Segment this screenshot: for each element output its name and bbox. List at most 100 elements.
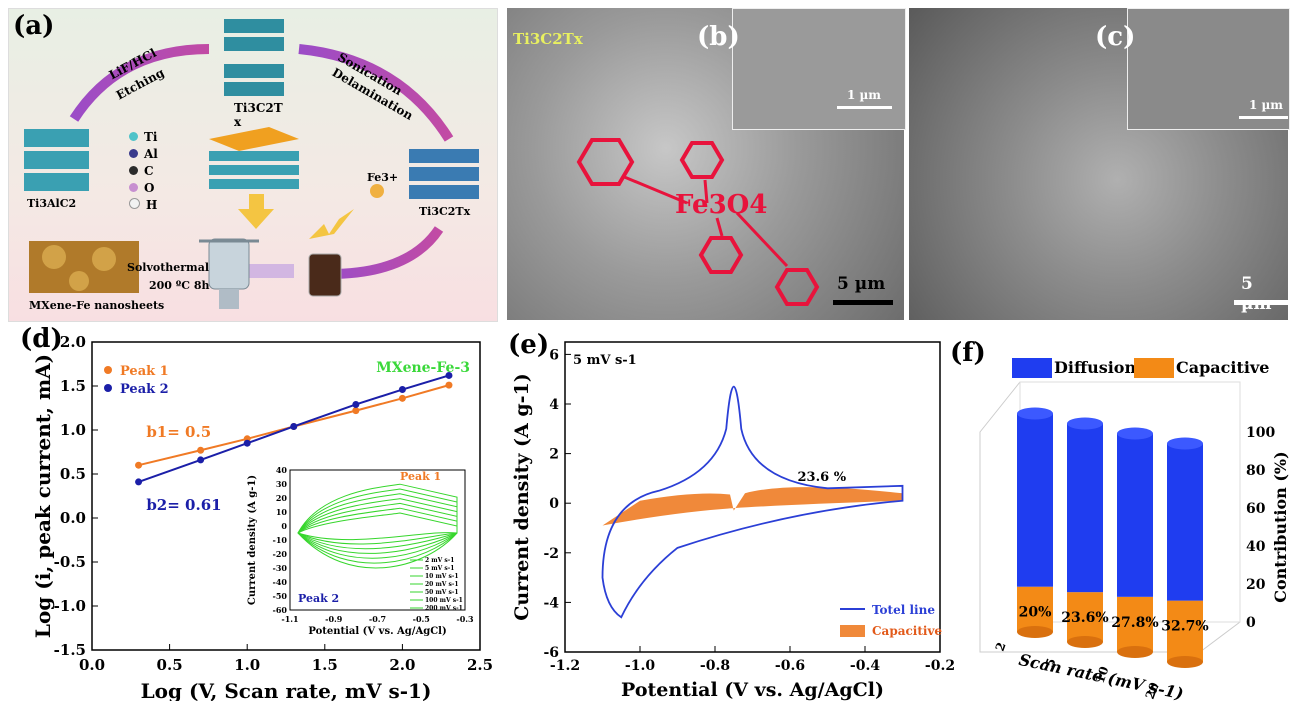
y-tick-label: 0	[1246, 615, 1256, 631]
data-point	[445, 381, 453, 389]
data-point	[197, 456, 205, 464]
inset-y-tick-label: 20	[276, 493, 288, 503]
bar-diffusion	[1067, 423, 1103, 593]
fit-label: b2= 0.61	[146, 496, 221, 514]
fe-label: Fe3+	[367, 171, 399, 184]
ti3c2tx-top-structure	[224, 19, 284, 96]
x-tick-label: 2.5	[467, 656, 493, 674]
autoclave-icon	[199, 238, 259, 309]
panel-b-inset	[732, 8, 906, 130]
bar-base	[1167, 656, 1203, 668]
solvothermal-label: Solvothermal	[127, 261, 210, 274]
ti3c2tx-right-label: Ti3C2Tx	[419, 205, 471, 218]
data-point	[398, 394, 406, 402]
beaker-icon	[308, 253, 342, 297]
bar-base	[1017, 626, 1053, 638]
capacitive-percent: 23.6 %	[798, 470, 847, 485]
inset-x-tick-label: -0.3	[456, 614, 474, 624]
temperature-label: 200 ºC 8h	[149, 279, 210, 292]
y-tick-label: 2	[549, 447, 559, 463]
y-tick-label: 6	[549, 347, 559, 363]
legend-capacitive-swatch	[840, 625, 865, 637]
legend-total-label: Totel line	[872, 603, 935, 617]
bar-label: 32.7%	[1161, 619, 1208, 635]
inset-legend-label: 2 mV s-1	[425, 557, 454, 564]
y-tick-label: 80	[1246, 463, 1266, 479]
scale-label: 5 µm	[837, 274, 886, 294]
x-tick-label: -0.4	[850, 658, 880, 674]
ti3c2tx-right-structure	[409, 149, 479, 199]
inset-scale-label: 1 µm	[847, 88, 882, 102]
annotation: 5 mV s-1	[573, 353, 637, 368]
fe-ion	[370, 184, 384, 198]
product-label: MXene-Fe nanosheets	[29, 299, 165, 312]
inset-x-tick-label: -1.1	[281, 614, 298, 624]
y-tick-label: 0	[549, 496, 559, 512]
total-cv-curve	[601, 386, 904, 619]
x-axis-label: Scan rate (mV s-1)	[1017, 650, 1185, 701]
inset-x-label: Potential (V vs. Ag/AgCl)	[308, 626, 446, 637]
inset-x-tick-label: -0.9	[325, 614, 343, 624]
x-tick-label: -1.2	[550, 658, 580, 674]
legend-capacitive-label: Capacitive	[872, 624, 942, 638]
legend-c: C	[129, 163, 158, 180]
inset-y-tick-label: 10	[276, 507, 288, 517]
bar-label: 20%	[1019, 605, 1052, 621]
x-tick-label: 1.5	[312, 656, 338, 674]
x-tick-label: -0.8	[700, 658, 730, 674]
ti3c2tx-tag: Ti3C2Tx	[513, 30, 583, 48]
x-tick-label: 2.0	[389, 656, 415, 674]
inset-legend-label: 10 mV s-1	[425, 573, 459, 580]
bar-capacitive	[1117, 596, 1153, 652]
fit-label: b1= 0.5	[146, 423, 211, 441]
panel-c-label: (c)	[1095, 22, 1136, 52]
legend-label: Peak 2	[120, 382, 169, 397]
etching-arrow	[69, 44, 210, 122]
inset-y-tick-label: -50	[273, 591, 288, 601]
inset-legend-label: 100 mV s-1	[425, 597, 463, 604]
y-tick-label: -1.5	[54, 641, 86, 659]
inset-scale-bar	[837, 106, 892, 109]
inset-legend-label: 50 mV s-1	[425, 589, 459, 596]
inset-legend-label: 200 mV s-1	[425, 605, 463, 612]
ti3alc2-structure	[24, 129, 89, 191]
y-tick-label: -2	[543, 546, 559, 562]
inset-scale-bar	[1239, 116, 1288, 119]
data-point	[352, 407, 360, 415]
y-tick-label: 0.5	[60, 465, 86, 483]
legend-label: Peak 1	[120, 364, 169, 379]
inset-y-tick-label: -30	[273, 563, 288, 573]
annotation: MXene-Fe-3	[376, 360, 470, 376]
mix-arrow	[328, 226, 444, 279]
panel-b-sem: 1 µm (b) Ti3C2Tx Fe3O4 5 µm	[507, 8, 906, 320]
legend-diffusion-label: Diffusion	[1054, 358, 1136, 377]
legend-h: H	[129, 197, 158, 214]
panel-c-sem: 1 µm (c) 5 µm	[909, 8, 1290, 320]
inset-y-tick-label: -10	[273, 535, 288, 545]
inset-x-tick-label: -0.7	[369, 614, 386, 624]
bar-diffusion	[1017, 413, 1053, 587]
bar-top	[1167, 437, 1203, 450]
panel-e-label: (e)	[508, 330, 550, 360]
inset-peak2: Peak 2	[298, 592, 339, 605]
legend-diffusion-swatch	[1012, 358, 1052, 378]
y-tick-label: -4	[543, 595, 559, 611]
x-tick-label: 0.0	[79, 656, 105, 674]
legend-marker	[104, 366, 112, 374]
y-tick-label: 2.0	[60, 333, 86, 351]
panel-c-inset	[1127, 8, 1290, 130]
inset-y-tick-label: 40	[276, 465, 288, 475]
data-point	[290, 422, 298, 430]
bar-capacitive	[1017, 586, 1053, 632]
panel-a-schematic: (a)	[8, 8, 498, 322]
chart-f: Diffusion Capacitive 100 80 60 40 20 0 Contribut…	[979, 358, 1290, 701]
y-tick-label: -1.0	[54, 597, 86, 615]
plot-frame	[91, 341, 481, 651]
bar-label: 27.8%	[1111, 615, 1158, 631]
inset-y-label: Current density (A g-1)	[247, 475, 258, 605]
bar-label: 23.6%	[1061, 610, 1108, 626]
scale-bar	[1234, 300, 1288, 305]
bar-top	[1117, 427, 1153, 440]
y-axis-label: Current density (A g-1)	[511, 373, 533, 621]
x-tick-label: 1.0	[234, 656, 260, 674]
